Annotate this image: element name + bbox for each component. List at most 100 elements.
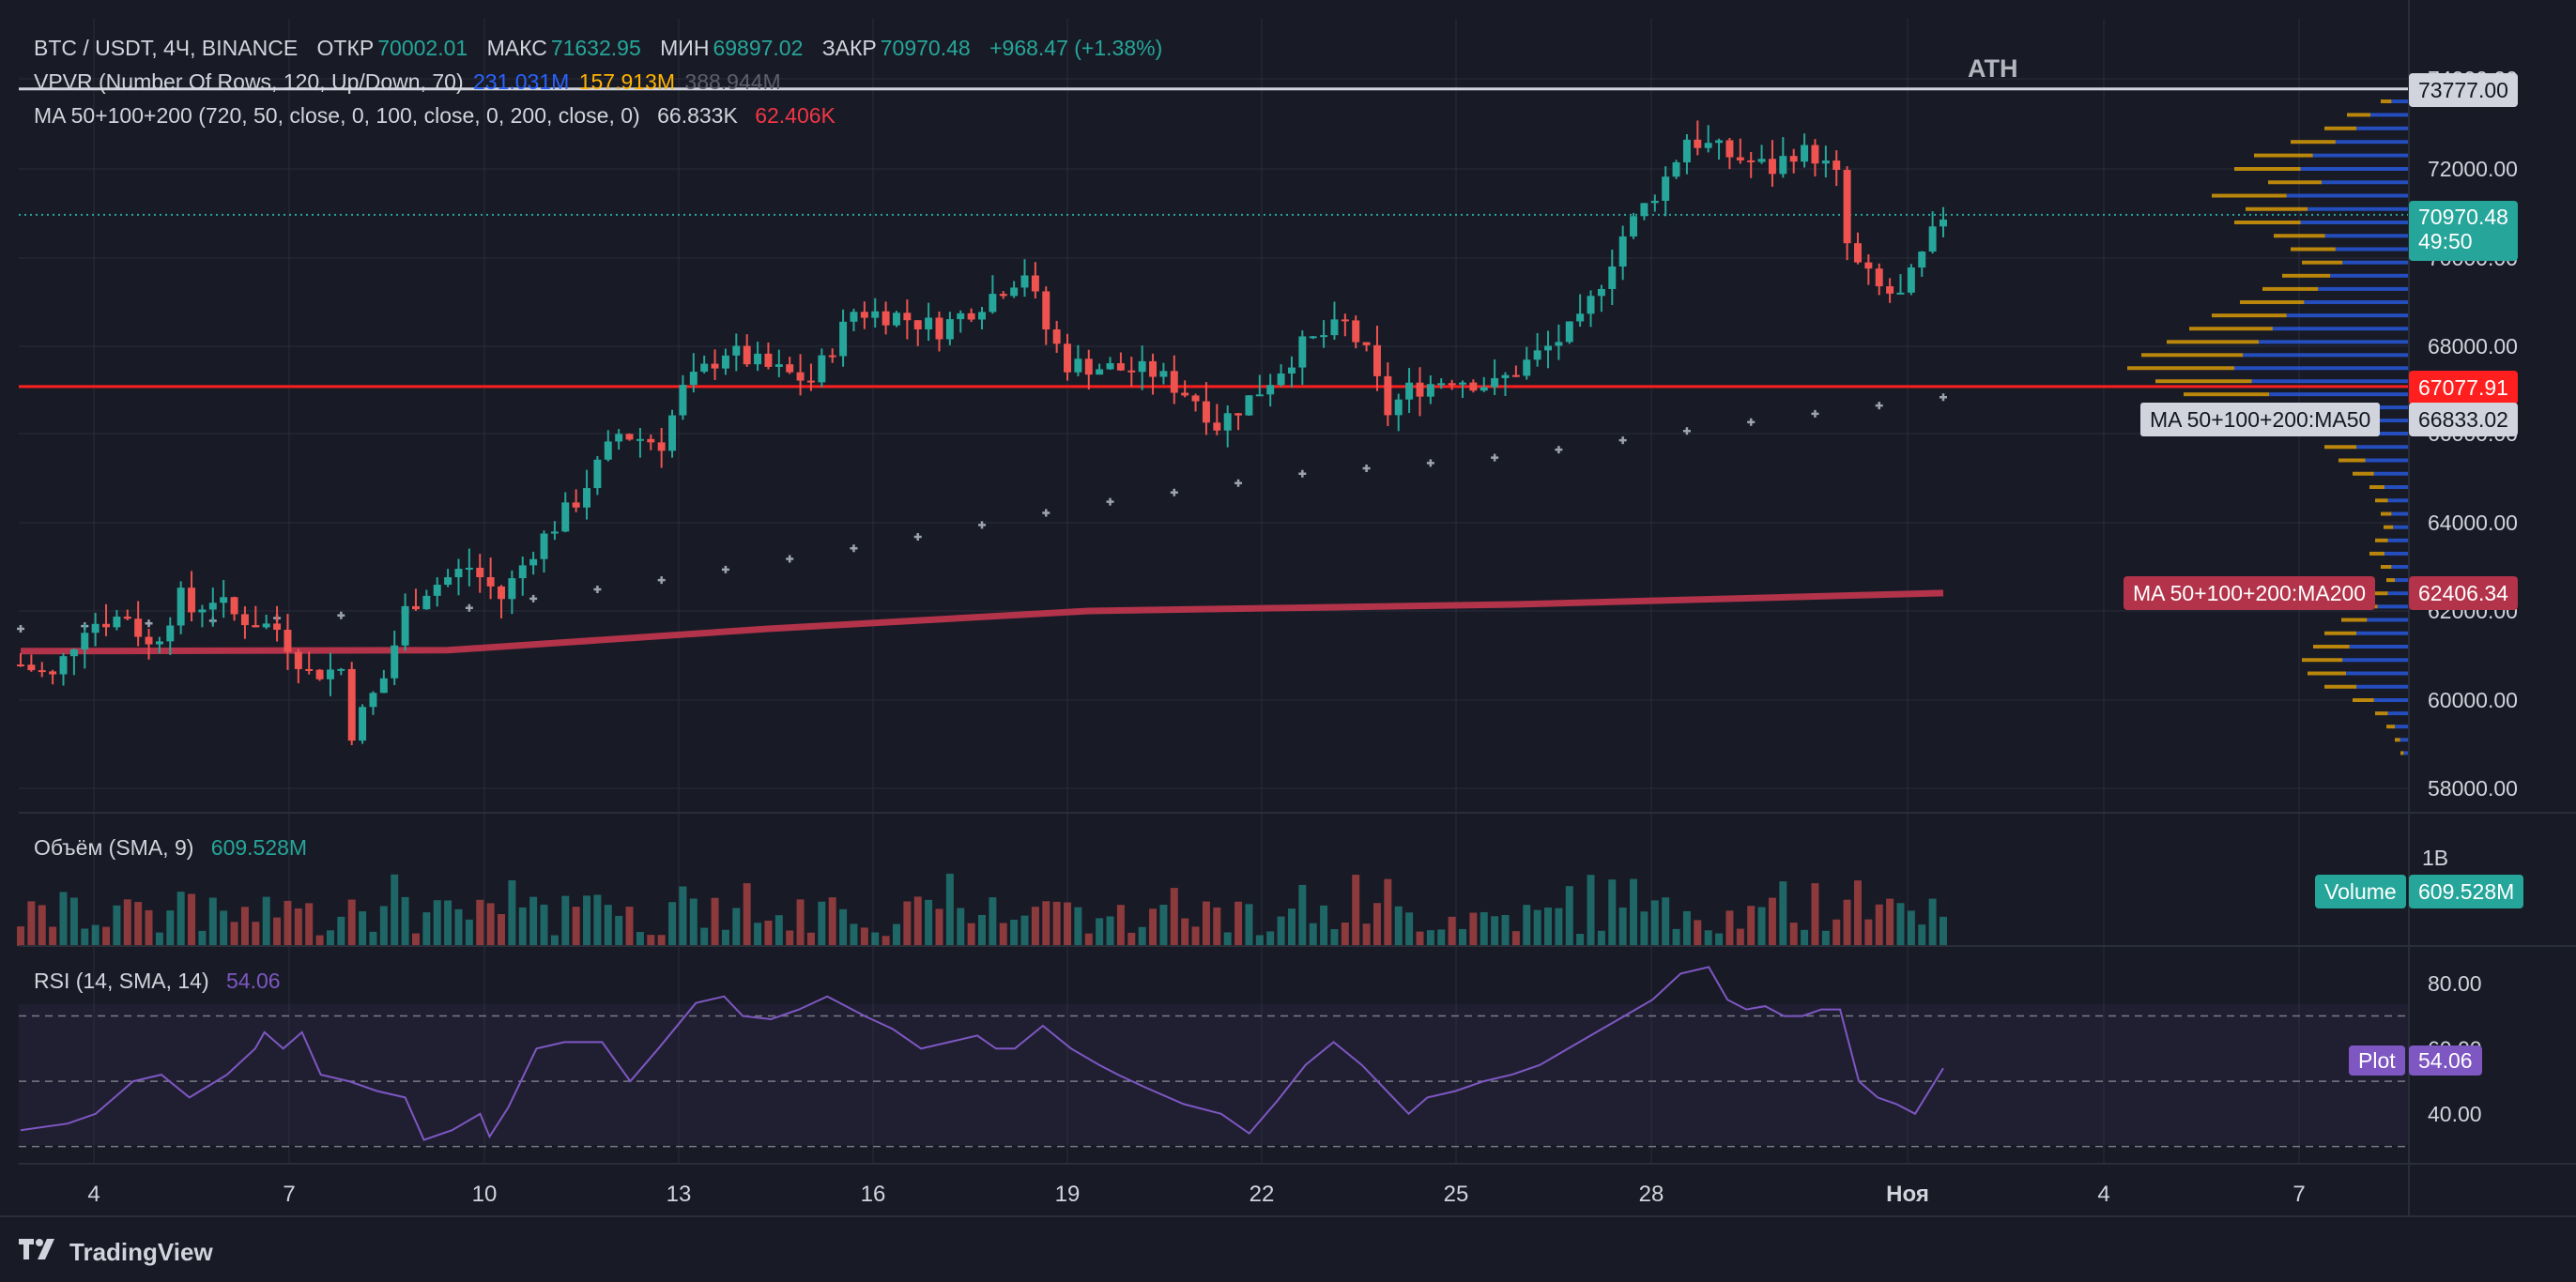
volume-legend[interactable]: Объём (SMA, 9) 609.528M xyxy=(34,835,311,861)
candle-body xyxy=(1255,394,1264,397)
candle-body xyxy=(49,671,57,675)
candle-body xyxy=(700,363,709,373)
volume-bar xyxy=(529,896,538,946)
candle-body xyxy=(1170,371,1178,393)
ma50-point xyxy=(1042,509,1050,517)
volume-bar xyxy=(369,931,377,946)
candle-body xyxy=(1811,145,1819,164)
ma-label: MA 50+100+200 (720, 50, close, 0, 100, c… xyxy=(34,103,640,128)
volume-bar xyxy=(615,915,623,946)
vpvr-row-down xyxy=(2375,711,2388,716)
ma-legend[interactable]: MA 50+100+200 (720, 50, close, 0, 100, c… xyxy=(34,103,839,129)
volume-bar xyxy=(188,893,196,946)
candle-body xyxy=(679,385,687,416)
candle-body xyxy=(1362,342,1371,345)
volume-bar xyxy=(1886,898,1894,946)
candle-body xyxy=(1042,291,1050,330)
volume-bar xyxy=(1384,878,1392,946)
volume-bar xyxy=(1789,923,1798,946)
volume-bar xyxy=(1640,911,1648,946)
candle-body xyxy=(27,664,36,671)
level-price-tag[interactable]: 67077.91 xyxy=(2409,371,2518,404)
volume-bar xyxy=(294,908,302,946)
candle-body xyxy=(1896,292,1905,295)
volume-bar xyxy=(1020,915,1029,946)
volume-bar xyxy=(38,905,46,946)
candle-body xyxy=(337,668,345,671)
vpvr-row-up xyxy=(2330,273,2409,278)
vpvr-row-down xyxy=(2184,392,2270,397)
volume-bar xyxy=(284,900,292,946)
vpvr-row-down xyxy=(2353,698,2374,702)
candle-body xyxy=(1757,159,1766,162)
vpvr-row-down xyxy=(2212,313,2287,318)
candle-body xyxy=(892,313,900,326)
branding[interactable]: TradingView xyxy=(19,1235,213,1269)
candle-body xyxy=(454,569,463,578)
candle-body xyxy=(1181,392,1189,396)
ma50-point xyxy=(1298,469,1307,478)
volume-bar xyxy=(102,926,111,946)
candle-body xyxy=(294,651,302,669)
volume-bar xyxy=(913,896,922,946)
rsi-plot-label: Plot xyxy=(2349,1045,2405,1076)
candle-body xyxy=(1565,321,1573,343)
vpvr-row-up xyxy=(2312,153,2409,158)
ma50-point xyxy=(1426,459,1434,467)
vpvr-row-up xyxy=(2342,260,2409,265)
vpvr-row-down xyxy=(2246,206,2308,211)
candle-body xyxy=(550,531,559,534)
open-label: ОТКР xyxy=(316,36,375,60)
volume-bar xyxy=(91,924,100,946)
volume-bar xyxy=(945,873,954,946)
symbol-title[interactable]: BTC / USDT, 4Ч, BINANCE xyxy=(34,36,299,60)
volume-bar xyxy=(1223,932,1232,946)
volume-bar xyxy=(1330,929,1339,946)
volume-bar xyxy=(1010,920,1019,946)
vpvr-row-down xyxy=(2381,99,2392,103)
volume-bar xyxy=(1501,915,1510,946)
high-label: МАКС xyxy=(486,36,547,60)
volume-bar xyxy=(123,899,131,946)
volume-bar xyxy=(220,910,228,946)
volume-bar xyxy=(999,923,1007,946)
candle-body xyxy=(273,623,282,631)
vpvr-row-down xyxy=(2302,260,2343,265)
volume-bar xyxy=(1662,897,1670,946)
volume-bar xyxy=(465,919,473,946)
volume-bar xyxy=(1736,928,1744,946)
candle-body xyxy=(155,641,163,645)
vpvr-row-up xyxy=(2335,140,2409,145)
candle-body xyxy=(978,312,986,320)
price-level-line[interactable] xyxy=(19,87,2409,389)
bar-countdown: 49:50 xyxy=(2418,229,2473,253)
candle-body xyxy=(1010,287,1019,297)
ma50-point xyxy=(337,611,345,619)
ma50-point xyxy=(1362,465,1371,473)
rsi-legend[interactable]: RSI (14, SMA, 14) 54.06 xyxy=(34,969,284,994)
volume-bar xyxy=(1459,928,1466,946)
candle-body xyxy=(882,311,890,326)
candle-body xyxy=(1384,375,1392,416)
candle-body xyxy=(1597,288,1605,297)
candle-body xyxy=(240,614,249,626)
vpvr-row-up xyxy=(2324,234,2409,238)
candle-body xyxy=(59,656,68,675)
ma200-price-tag: 62406.34 xyxy=(2409,576,2518,610)
vpvr-legend[interactable]: VPVR (Number Of Rows, 120, Up/Down, 70) … xyxy=(34,69,785,95)
rsi-series xyxy=(20,966,1944,1141)
vpvr-row-up xyxy=(2300,221,2409,224)
vpvr-row-up xyxy=(2387,711,2409,716)
candle-body xyxy=(1202,401,1210,423)
volume-bar xyxy=(796,899,805,946)
time-tick-label: 7 xyxy=(283,1182,295,1207)
ma50-value: 66.833K xyxy=(657,103,738,128)
volume-bar xyxy=(1084,933,1093,946)
volume-bar xyxy=(401,896,409,946)
volume-bar xyxy=(1576,933,1585,946)
ma50-point xyxy=(850,544,858,553)
candle-body xyxy=(668,415,677,451)
volume-bar xyxy=(1416,931,1424,946)
candle-body xyxy=(1662,176,1670,201)
